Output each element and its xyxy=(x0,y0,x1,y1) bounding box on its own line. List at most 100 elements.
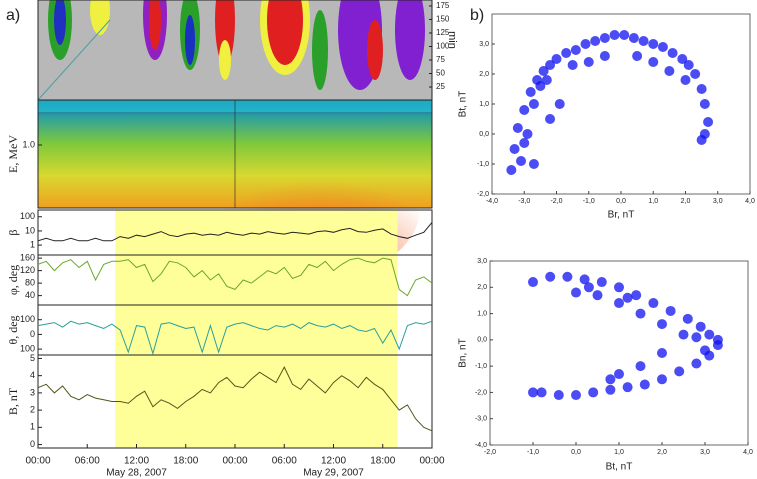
x-tick-label: 00:00 xyxy=(222,456,247,467)
y2-tick-label: 175 xyxy=(436,1,450,10)
y-axis-label: β xyxy=(6,229,20,235)
scatter-point xyxy=(512,123,523,133)
y-tick-label: 1 xyxy=(30,239,35,249)
scatter-point xyxy=(667,48,678,58)
scatter-point xyxy=(579,274,590,285)
y2-tick-label: 150 xyxy=(436,15,450,24)
scatter-point xyxy=(674,366,685,377)
scatter-point xyxy=(571,287,581,298)
scatter-point xyxy=(619,30,630,40)
scatter-point xyxy=(535,81,546,91)
x-tick-label: 4,0 xyxy=(743,449,753,456)
scatter-point xyxy=(545,271,556,282)
scatter-plot: -4,0 -3,0 -2,0 -1,0 0,0 1,0 2,0 3,0 4,0 -2,0 -1,0 0… xyxy=(458,13,755,221)
scatter-point xyxy=(635,308,646,319)
scatter-point xyxy=(522,129,533,139)
scatter-point xyxy=(657,42,668,52)
y-tick-label: -1,0 xyxy=(475,363,487,370)
x-tick-label: 06:00 xyxy=(272,456,297,467)
scatter-point xyxy=(700,345,710,356)
scatter-point xyxy=(648,39,659,49)
frame xyxy=(37,99,433,209)
y-tick-label: 0,0 xyxy=(477,337,487,344)
y-tick-label: 40 xyxy=(25,290,35,300)
y-tick-label: 1 xyxy=(30,422,35,432)
x-tick-label: 12:00 xyxy=(124,456,149,467)
scatter-point xyxy=(596,277,607,288)
scatter-point xyxy=(609,30,620,40)
scatter-point xyxy=(541,75,552,85)
scatter-point xyxy=(638,36,649,46)
y-tick-label: -2,0 xyxy=(477,191,489,198)
scatter-point xyxy=(516,156,527,166)
scatter-point xyxy=(680,75,691,85)
scatter-point xyxy=(614,282,624,293)
y-tick-label: 100 xyxy=(20,211,35,221)
scatter-point xyxy=(648,298,659,309)
scatter-point xyxy=(635,361,646,372)
x-tick-label: 18:00 xyxy=(370,456,395,467)
scatter-point xyxy=(696,84,707,94)
y2-tick-label: 25 xyxy=(436,82,445,91)
y-tick-label: 2,0 xyxy=(477,284,487,291)
scatter-point xyxy=(639,379,650,390)
x-tick-label: 0,0 xyxy=(616,198,626,205)
y-tick-label: 3 xyxy=(30,387,35,397)
scatter-point xyxy=(605,374,616,385)
x-tick-label: 3,0 xyxy=(713,198,723,205)
scatter-point xyxy=(683,60,694,70)
x-tick-label: 3,0 xyxy=(700,449,710,456)
y-tick-label: 120 xyxy=(20,265,35,275)
y-axis-label: φ, deg xyxy=(6,265,20,295)
scatter-point xyxy=(690,69,701,79)
y-tick-label: 2,0 xyxy=(479,71,489,78)
scatter-point xyxy=(553,390,564,401)
scatter-point xyxy=(519,105,530,115)
y-tick-label: 2 xyxy=(30,404,35,414)
y-tick-label: -3,0 xyxy=(475,416,487,423)
scatter-point xyxy=(678,329,689,340)
x-tick-label: 4,0 xyxy=(745,198,755,205)
series-line xyxy=(37,257,433,297)
scatter-point xyxy=(588,387,599,398)
y-tick-label: -1,0 xyxy=(477,161,489,168)
y-tick-label: 3,0 xyxy=(479,41,489,48)
y-tick-label: 0 xyxy=(30,329,35,339)
x-tick-label: 00:00 xyxy=(25,456,50,467)
x-tick-label: 00:00 xyxy=(419,456,444,467)
annotation: May 29, 2007 xyxy=(303,468,364,479)
x-tick-label: 06:00 xyxy=(75,456,100,467)
scatter-point xyxy=(590,36,601,46)
y-tick-label: 4 xyxy=(30,370,35,380)
y-axis-label: θ, deg xyxy=(6,315,20,344)
scatter-point xyxy=(632,51,643,61)
scatter-point xyxy=(691,332,702,343)
y-tick-label: 1,0 xyxy=(479,101,489,108)
scatter-plot: -2,0 -1,0 0,0 1,0 2,0 3,0 4,0 -4,0 -3,0 -2,0 -1,0 0… xyxy=(458,258,753,473)
y-tick-label: -4,0 xyxy=(475,442,487,449)
scatter-point xyxy=(528,99,539,109)
scatter-point xyxy=(712,340,723,351)
scatter-point xyxy=(583,282,594,293)
y-axis-label: B, nT xyxy=(6,387,20,415)
scatter-point xyxy=(622,292,633,303)
scatter-point xyxy=(599,51,610,61)
y2-tick-label: 125 xyxy=(436,28,450,37)
y-tick-label: -2,0 xyxy=(475,389,487,396)
scatter-point xyxy=(545,60,556,70)
x-tick-label: -4,0 xyxy=(486,198,498,205)
y-tick-label: 0,0 xyxy=(479,131,489,138)
scatter-point xyxy=(538,66,549,76)
scatter-point xyxy=(570,45,581,55)
scatter-point xyxy=(699,99,710,109)
scatter-point xyxy=(599,33,610,43)
y-tick-label: 160 xyxy=(20,253,35,263)
x-tick-label: -1,0 xyxy=(527,449,539,456)
y-axis-label: Bn, nT xyxy=(458,338,469,367)
y-axis-label: Bt, nT xyxy=(458,91,469,118)
scatter-point xyxy=(509,144,520,154)
scatter-point xyxy=(704,329,715,340)
scatter-point xyxy=(528,159,539,169)
scatter-point xyxy=(631,290,642,301)
y-tick-label: 100 xyxy=(20,314,35,324)
